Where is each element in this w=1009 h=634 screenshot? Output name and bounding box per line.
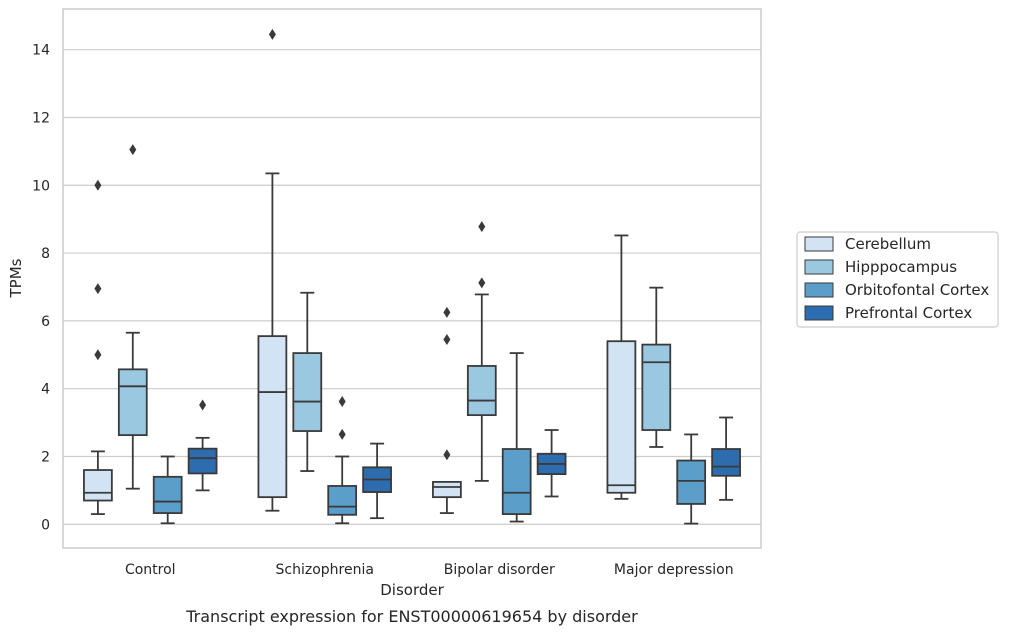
- outlier-point: [94, 179, 102, 191]
- x-axis-label: Disorder: [380, 581, 444, 599]
- outlier-point: [478, 277, 486, 289]
- legend: Cerebellum Hipppocampus Orbitofontal Corte…: [796, 231, 999, 328]
- plot-area: [83, 28, 741, 525]
- outlier-point: [443, 334, 451, 346]
- outlier-point: [443, 449, 451, 461]
- legend-swatch: [804, 305, 834, 321]
- box-prefrontal-cortex: [187, 399, 218, 492]
- x-tick-label: Schizophrenia: [276, 562, 374, 578]
- legend-label: Orbitofontal Cortex: [845, 281, 989, 299]
- outlier-point: [129, 144, 137, 156]
- x-tick-label: Control: [125, 562, 176, 578]
- y-tick-label: 8: [41, 246, 50, 262]
- plot-frame: [62, 8, 762, 549]
- box-hipppocampus: [466, 221, 497, 482]
- chart-caption: Transcript expression for ENST0000061965…: [185, 607, 638, 626]
- box-cerebellum: [606, 234, 637, 500]
- outlier-point: [443, 306, 451, 318]
- outlier-point: [199, 399, 207, 411]
- iqr-box: [152, 475, 183, 514]
- outlier-point: [94, 349, 102, 361]
- y-tick-label: 2: [41, 449, 50, 465]
- box-hipppocampus: [117, 144, 148, 490]
- legend-swatch: [804, 282, 834, 298]
- y-gridlines: [63, 49, 761, 525]
- iqr-box: [257, 335, 288, 499]
- box-cerebellum: [257, 28, 288, 512]
- box-orbitofontal-cortex: [676, 433, 707, 525]
- iqr-box: [83, 469, 113, 502]
- x-tick-label: Bipolar disorder: [444, 562, 555, 578]
- box-prefrontal-cortex: [362, 442, 392, 520]
- outlier-point: [268, 28, 276, 40]
- iqr-box: [711, 448, 741, 477]
- iqr-box: [501, 448, 532, 516]
- y-axis-ticks: 0 2 4 6 8 10 12 14: [32, 43, 50, 534]
- box-hipppocampus: [641, 286, 672, 448]
- legend-frame: [796, 231, 999, 328]
- box-prefrontal-cortex: [536, 429, 567, 498]
- legend-label: Hipppocampus: [845, 258, 957, 276]
- outlier-point: [338, 396, 346, 408]
- outlier-point: [478, 221, 486, 233]
- iqr-box: [117, 368, 148, 437]
- iqr-box: [676, 459, 707, 505]
- y-tick-label: 14: [32, 43, 50, 59]
- legend-label: Prefrontal Cortex: [845, 304, 972, 322]
- box-hipppocampus: [292, 291, 323, 472]
- iqr-box: [466, 365, 497, 417]
- iqr-box: [432, 480, 462, 499]
- y-tick-label: 10: [32, 178, 50, 194]
- box-orbitofontal-cortex: [327, 396, 358, 525]
- box-prefrontal-cortex: [711, 416, 741, 501]
- box-cerebellum: [83, 179, 113, 516]
- y-tick-label: 4: [41, 382, 50, 398]
- legend-label: Cerebellum: [845, 235, 931, 253]
- iqr-box: [641, 343, 672, 431]
- outlier-point: [338, 428, 346, 440]
- y-tick-label: 6: [41, 314, 50, 330]
- box-orbitofontal-cortex: [152, 455, 183, 525]
- iqr-box: [187, 447, 218, 475]
- box-cerebellum: [432, 306, 462, 514]
- x-axis-ticks: Control Schizophrenia Bipolar disorder Majo…: [125, 562, 734, 578]
- y-tick-label: 0: [41, 517, 50, 533]
- x-tick-label: Major depression: [614, 562, 734, 578]
- iqr-box: [606, 340, 637, 494]
- iqr-box: [292, 352, 323, 432]
- outlier-point: [94, 283, 102, 295]
- legend-swatch: [804, 236, 834, 252]
- y-axis-label: TPMs: [7, 258, 25, 298]
- y-tick-label: 12: [32, 110, 50, 126]
- iqr-box: [327, 485, 358, 516]
- legend-swatch: [804, 259, 834, 275]
- box-orbitofontal-cortex: [501, 352, 532, 523]
